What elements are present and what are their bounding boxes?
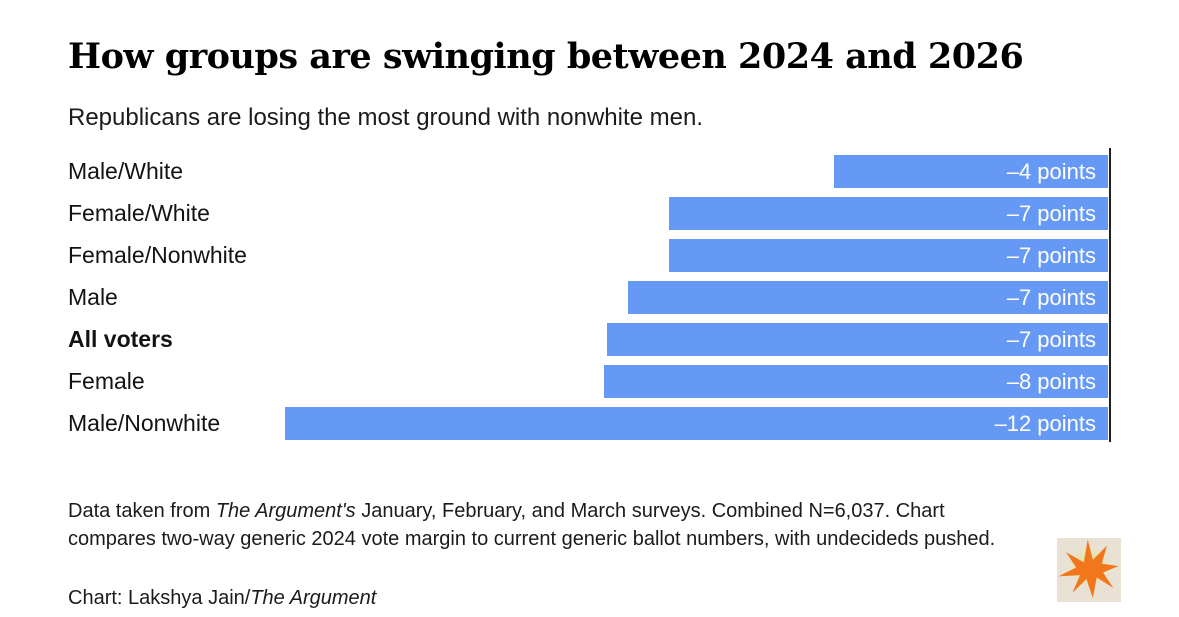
bar-zone: –12 points [285,407,1108,440]
bar-value-label: –7 points [1006,200,1096,226]
bar-zone: –8 points [285,365,1108,398]
bar-value-label: –4 points [1006,158,1096,184]
bar: –7 points [607,323,1108,356]
row-label: Male/White [68,158,184,184]
chart-row: Female/Nonwhite –7 points [68,239,1108,272]
starburst-icon [1058,539,1119,599]
row-label: Female/Nonwhite [68,242,247,268]
bar-chart: Male/White –4 points Female/White –7 poi… [68,148,1111,442]
row-label: Male/Nonwhite [68,410,221,436]
bar-zone: –4 points [285,155,1108,188]
row-label: Male [68,284,118,310]
bar: –12 points [285,407,1108,440]
bar-value-label: –7 points [1006,284,1096,310]
bar: –7 points [669,197,1108,230]
row-label: Female [68,368,145,394]
chart-rows: Male/White –4 points Female/White –7 poi… [68,155,1108,440]
bar-zone: –7 points [285,197,1108,230]
bar-zone: –7 points [285,239,1108,272]
row-label: Female/White [68,200,210,226]
bar-zone: –7 points [285,281,1108,314]
chart-row: All voters –7 points [68,323,1108,356]
chart-row: Male/White –4 points [68,155,1108,188]
bar-value-label: –7 points [1006,242,1096,268]
text-segment: The Argument's [215,500,356,522]
chart-row: Female –8 points [68,365,1108,398]
text-segment: January, February, and March surveys. Co… [68,500,996,550]
bar: –7 points [669,239,1108,272]
row-label: All voters [68,326,173,352]
text-segment: The Argument [250,587,377,609]
chart-row: Male –7 points [68,281,1108,314]
text-segment: Data taken from [68,500,216,522]
chart-credit: Chart: Lakshya Jain/The Argument [68,587,376,610]
brand-logo [1057,538,1121,602]
bar: –8 points [603,365,1108,398]
bar: –4 points [833,155,1108,188]
chart-row: Male/Nonwhite –12 points [68,407,1108,440]
baseline-axis [1109,148,1111,442]
chart-row: Female/White –7 points [68,197,1108,230]
page-title: How groups are swinging between 2024 and… [68,36,1024,77]
bar-value-label: –8 points [1006,368,1096,394]
bar: –7 points [627,281,1108,314]
bar-zone: –7 points [285,323,1108,356]
bar-value-label: –7 points [1006,326,1096,352]
chart-subtitle: Republicans are losing the most ground w… [68,104,704,131]
bar-value-label: –12 points [994,410,1096,436]
text-segment: Chart: Lakshya Jain/ [68,587,251,609]
footnote: Data taken from The Argument's January, … [68,497,1023,553]
